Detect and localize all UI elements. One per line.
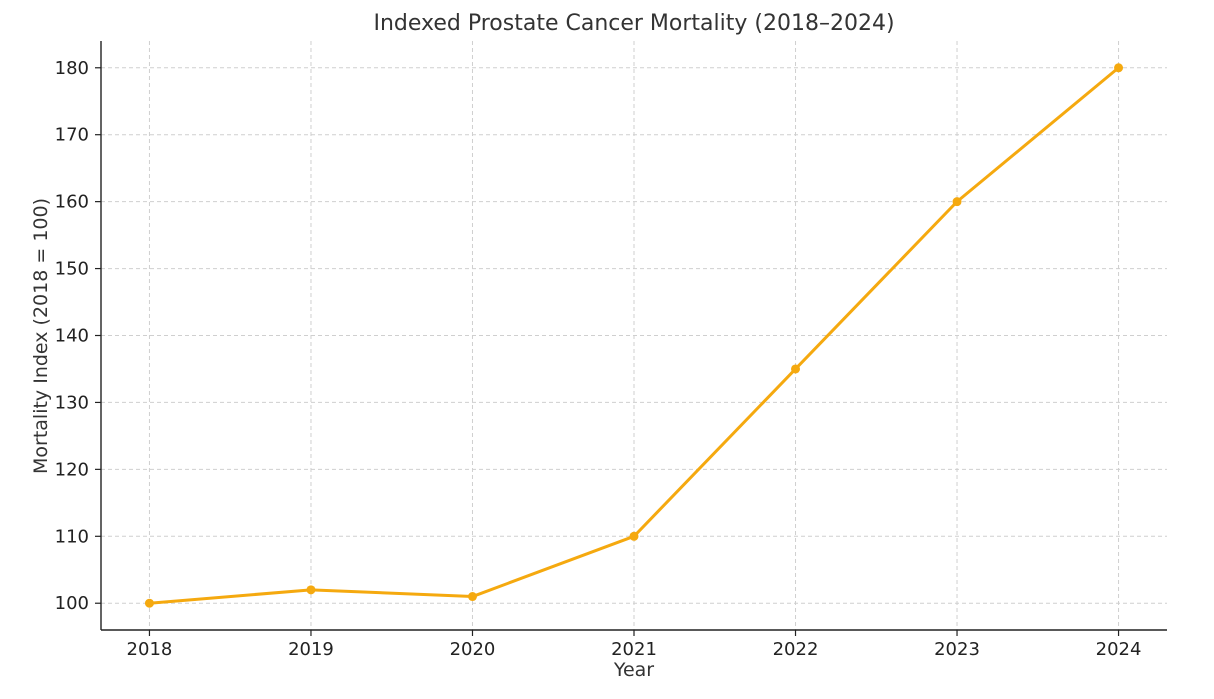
data-point bbox=[306, 585, 316, 595]
y-tick-label: 130 bbox=[55, 392, 89, 413]
data-point bbox=[791, 364, 801, 374]
y-tick-label: 100 bbox=[55, 593, 89, 614]
x-tick-label: 2024 bbox=[1096, 639, 1142, 660]
y-tick-label: 160 bbox=[55, 192, 89, 213]
x-axis-label: Year bbox=[613, 659, 654, 681]
chart-title: Indexed Prostate Cancer Mortality (2018–… bbox=[373, 11, 894, 36]
data-point bbox=[1114, 63, 1124, 73]
x-tick-label: 2019 bbox=[288, 639, 334, 660]
x-tick-label: 2018 bbox=[127, 639, 173, 660]
y-axis-label: Mortality Index (2018 = 100) bbox=[30, 198, 52, 474]
x-tick-label: 2020 bbox=[450, 639, 496, 660]
y-tick-label: 120 bbox=[55, 459, 89, 480]
y-tick-label: 110 bbox=[55, 526, 89, 547]
y-tick-label: 150 bbox=[55, 259, 89, 280]
y-tick-label: 140 bbox=[55, 326, 89, 347]
data-point bbox=[467, 592, 477, 602]
series bbox=[144, 63, 1124, 608]
data-point bbox=[629, 531, 639, 541]
y-tick-label: 180 bbox=[55, 58, 89, 79]
grid bbox=[101, 41, 1167, 630]
x-tick-label: 2021 bbox=[611, 639, 657, 660]
data-point bbox=[144, 598, 154, 608]
data-point bbox=[952, 197, 962, 207]
x-tick-label: 2022 bbox=[773, 639, 819, 660]
y-tick-label: 170 bbox=[55, 125, 89, 146]
x-tick-label: 2023 bbox=[934, 639, 980, 660]
ticks: 2018 2019 2020 2021 2022 2023 2024 100 110 120 130… bbox=[55, 58, 1142, 660]
